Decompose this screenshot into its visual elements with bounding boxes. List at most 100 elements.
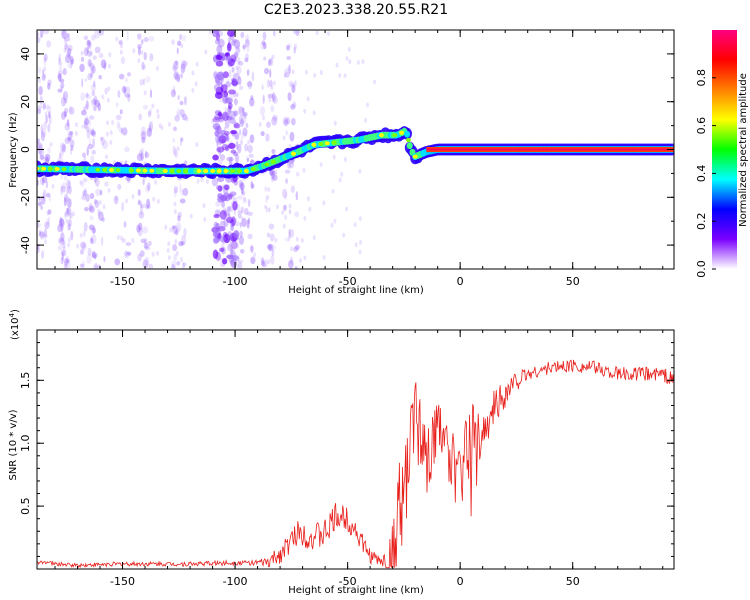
spectrogram-speckle xyxy=(272,174,278,181)
ridge-core xyxy=(412,154,418,159)
spectrogram-speckle xyxy=(37,67,42,74)
spectrogram-speckle xyxy=(274,237,278,243)
y-tick-label: 20 xyxy=(19,95,32,109)
spectrogram-speckle xyxy=(43,57,47,66)
spectrogram-speckle xyxy=(137,200,143,206)
spectrogram-speckle xyxy=(315,30,319,36)
spectrogram-speckle xyxy=(47,209,52,215)
spectrogram-speckle xyxy=(40,205,44,210)
spectrogram-speckle xyxy=(224,107,228,113)
spectrogram-speckle xyxy=(175,60,179,66)
spectrogram-speckle xyxy=(67,44,73,52)
spectrogram-speckle xyxy=(228,102,233,110)
spectrogram-speckle xyxy=(146,198,151,209)
spectrogram-speckle xyxy=(266,232,271,238)
spectrogram-speckle xyxy=(114,195,118,201)
spectrogram-speckle xyxy=(83,121,88,130)
spectrogram-speckle xyxy=(42,189,47,199)
spectrogram-speckle xyxy=(124,159,128,165)
spectrogram-speckle xyxy=(140,131,147,140)
spectrogram-speckle xyxy=(82,260,86,269)
spectrogram-speckle xyxy=(306,196,310,202)
spectrogram-speckle xyxy=(114,258,121,266)
spectrogram-speckle xyxy=(223,184,230,191)
spectrogram-speckle xyxy=(39,34,43,39)
spectrogram-speckle xyxy=(241,190,246,196)
spectrogram-speckle xyxy=(63,107,69,114)
spectrogram-speckle xyxy=(233,151,239,157)
spectrogram-speckle xyxy=(136,153,143,162)
ridge-core xyxy=(196,169,202,174)
spectrogram-speckle xyxy=(241,113,247,119)
spectrogram-speckle xyxy=(137,189,141,196)
snr-panel: -150 -100 -50 0 50 0.5 1.0 1.5 Height of straig… xyxy=(8,309,675,596)
spectrogram-speckle xyxy=(142,259,149,269)
spectrogram-speckle xyxy=(213,83,221,91)
spectrogram-speckle xyxy=(171,260,177,269)
spectrogram-speckle xyxy=(39,148,45,157)
spectrogram-speckle xyxy=(230,129,238,135)
spectrogram-speckle xyxy=(44,153,51,162)
spectrogram-speckle xyxy=(137,199,141,206)
spectrogram-speckle xyxy=(94,46,101,54)
spectrogram-speckle xyxy=(99,189,103,196)
spectrogram-speckle xyxy=(88,41,92,50)
spectrogram-speckle xyxy=(242,111,248,117)
ridge-core xyxy=(237,169,243,174)
spectrogram-speckle xyxy=(177,40,182,47)
spectrogram-speckle xyxy=(83,192,86,201)
spectrogram-speckle xyxy=(60,96,67,107)
spectrogram-speckle xyxy=(288,158,295,169)
spectrogram-speckle xyxy=(202,203,206,209)
spectrogram-speckle xyxy=(182,262,185,269)
spectrogram-speckle xyxy=(226,216,234,224)
spectrogram-speckle xyxy=(223,217,229,228)
spectrogram-speckle xyxy=(172,126,177,132)
spectrogram-speckle xyxy=(270,85,274,91)
spectrogram-speckle xyxy=(282,223,286,229)
spectrogram-speckle xyxy=(270,255,275,265)
spectrogram-speckle xyxy=(322,200,326,206)
spectrogram-speckle xyxy=(63,197,67,207)
spectrogram-speckle xyxy=(59,216,63,227)
spectrogram-speckle xyxy=(42,233,48,239)
spectrogram-speckle xyxy=(219,236,227,243)
spectrogram-speckle xyxy=(263,259,269,268)
spectrogram-speckle xyxy=(91,98,97,109)
spectrogram-speckle xyxy=(140,50,144,56)
spectrogram-speckle xyxy=(60,232,65,242)
spectrogram-speckle xyxy=(68,213,72,224)
spectrogram-speckle xyxy=(268,244,272,251)
spectrogram-speckle xyxy=(229,240,232,249)
spectrogram-speckle xyxy=(63,36,68,45)
spectrogram-speckle xyxy=(180,43,184,49)
spectrogram-speckle xyxy=(68,106,75,115)
spectrogram-speckle xyxy=(291,69,295,75)
spectrogram-speckle xyxy=(173,186,178,194)
spectrogram-speckle xyxy=(178,241,184,247)
spectrogram-speckle xyxy=(174,114,180,122)
spectrogram-speckle xyxy=(171,225,176,230)
spectrogram-speckle xyxy=(288,80,293,88)
spectrogram-speckle xyxy=(144,256,150,267)
snr-line xyxy=(37,359,674,569)
spectrogram-speckle xyxy=(58,72,62,82)
spectrogram-speckle xyxy=(212,154,219,161)
spectrogram-speckle xyxy=(271,170,275,180)
ridge-core xyxy=(108,168,114,173)
spectrogram-speckle xyxy=(262,94,265,104)
ridge-core xyxy=(169,169,175,174)
spectrogram-speckle xyxy=(63,257,69,267)
x-tick-label: -100 xyxy=(223,575,248,588)
spectrogram-speckle xyxy=(61,251,64,261)
ridge-core xyxy=(392,133,398,138)
colorbar-tick-label: 0.6 xyxy=(695,117,708,135)
spectrogram-speckle xyxy=(260,42,266,51)
spectrogram-speckle xyxy=(212,116,221,123)
spectrogram-speckle xyxy=(373,79,377,85)
spectrogram-speckle xyxy=(271,54,275,60)
spectrogram-speckle xyxy=(272,114,278,122)
spectrogram-speckle xyxy=(263,43,267,49)
spectrogram-speckle xyxy=(239,183,245,191)
spectrogram-speckle xyxy=(235,140,239,150)
